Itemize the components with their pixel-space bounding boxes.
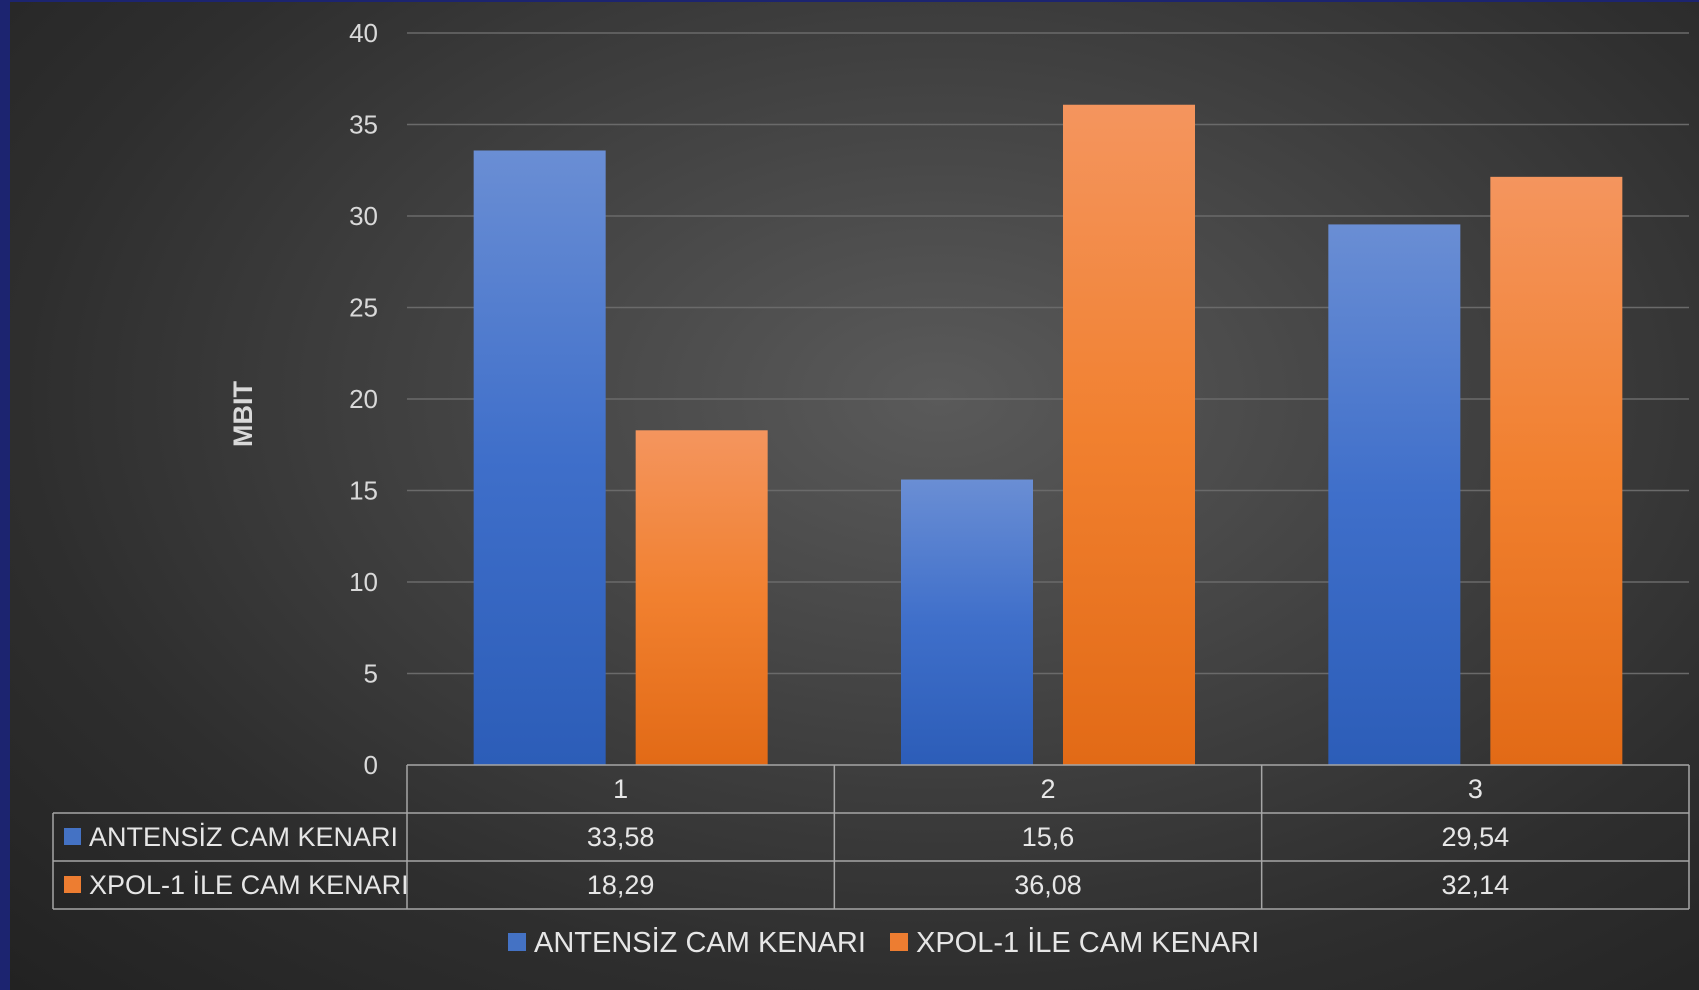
y-tick-label: 25 (349, 293, 378, 323)
y-tick-label: 30 (349, 201, 378, 231)
legend-label-series1: XPOL-1 İLE CAM KENARI (916, 926, 1259, 959)
gridlines (407, 32, 1689, 675)
table-series-name: ANTENSİZ CAM KENARI (89, 821, 398, 852)
bar-series1-cat2 (1490, 176, 1623, 765)
chart-frame: 0 5 10 15 20 25 30 35 40 MBIT 1 2 3 ANTENSİZ CAM KE… (10, 2, 1699, 990)
data-table: 1 2 3 ANTENSİZ CAM KENARI 33,58 15,6 29,54 XPOL… (52, 764, 1690, 910)
bar-series1-cat1 (1063, 104, 1195, 765)
bar-series0-cat1 (901, 479, 1033, 765)
legend: ANTENSİZ CAM KENARI XPOL-1 İLE CAM KENARI (508, 926, 1259, 959)
table-legend-key (64, 828, 81, 845)
y-axis-ticks: 0 5 10 15 20 25 30 35 40 (349, 18, 378, 780)
x-category-label: 2 (1040, 774, 1055, 804)
table-value-cell: 29,54 (1442, 822, 1510, 852)
bar-series1-cat0 (635, 430, 768, 765)
bar-chart: 0 5 10 15 20 25 30 35 40 MBIT 1 2 3 ANTENSİZ CAM KE… (52, 18, 1690, 959)
x-category-label: 1 (613, 774, 628, 804)
table-series-name: XPOL-1 İLE CAM KENARI (89, 869, 409, 900)
y-tick-label: 0 (364, 750, 378, 780)
legend-key-series1 (890, 933, 908, 951)
bars (473, 104, 1623, 766)
y-tick-label: 35 (349, 110, 378, 140)
y-axis-title: MBIT (228, 381, 258, 447)
y-tick-label: 10 (349, 567, 378, 597)
table-value-cell: 33,58 (587, 822, 655, 852)
y-tick-label: 5 (364, 659, 378, 689)
table-value-cell: 36,08 (1014, 870, 1082, 900)
table-value-cell: 32,14 (1442, 870, 1510, 900)
x-category-label: 3 (1468, 774, 1483, 804)
bar-series0-cat0 (473, 150, 606, 766)
y-tick-label: 15 (349, 476, 378, 506)
table-value-cell: 18,29 (587, 870, 655, 900)
table-value-cell: 15,6 (1022, 822, 1075, 852)
bar-series0-cat2 (1328, 224, 1461, 766)
table-legend-key (64, 876, 81, 893)
y-tick-label: 40 (349, 18, 378, 48)
legend-key-series0 (508, 933, 526, 951)
y-tick-label: 20 (349, 384, 378, 414)
legend-label-series0: ANTENSİZ CAM KENARI (534, 926, 866, 959)
